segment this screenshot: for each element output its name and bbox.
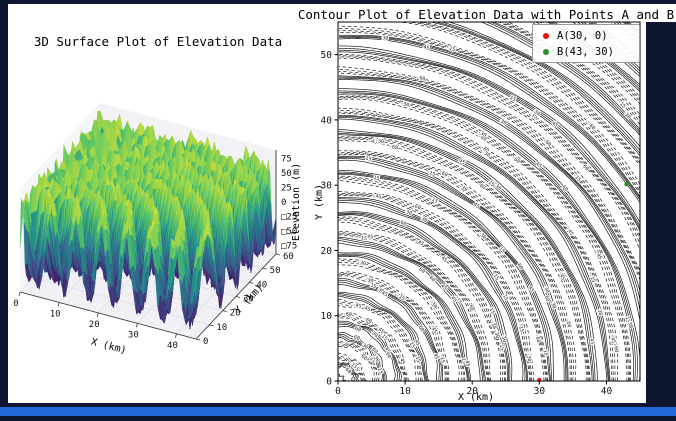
legend-entry-b: B(43, 30) (533, 44, 639, 60)
legend: A(30, 0) B(43, 30) (532, 24, 640, 63)
surface-plot-title: 3D Surface Plot of Elevation Data (33, 34, 283, 49)
legend-entry-a: A(30, 0) (533, 28, 639, 44)
right-frame-band (646, 22, 676, 403)
legend-marker-a-icon (543, 33, 549, 39)
taskbar-strip (0, 407, 676, 416)
surface-plot-canvas (8, 4, 308, 403)
legend-label-a: A(30, 0) (557, 30, 608, 42)
contour-yaxis-label: Y (km) (314, 183, 325, 221)
contour-xaxis-label: X (km) (457, 392, 495, 403)
contour-plot-title: Contour Plot of Elevation Data with Poin… (297, 7, 675, 22)
figure-area: 3D Surface Plot of Elevation Data Contou… (8, 4, 676, 403)
legend-marker-b-icon (543, 49, 549, 55)
legend-label-b: B(43, 30) (557, 46, 614, 58)
contour-plot-canvas (308, 4, 644, 403)
